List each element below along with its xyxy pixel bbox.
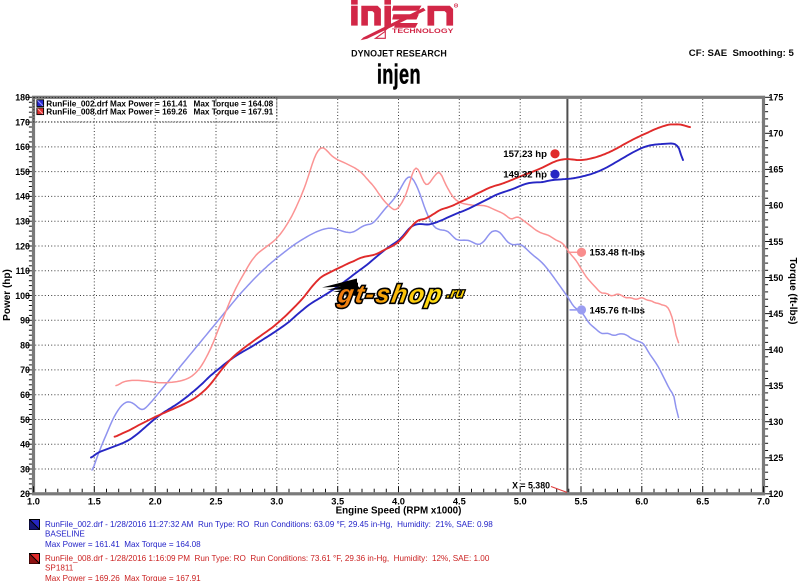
svg-text:157.23 hp: 157.23 hp (503, 149, 547, 160)
svg-text:145: 145 (769, 309, 784, 319)
svg-text:40: 40 (20, 440, 30, 450)
svg-text:3.5: 3.5 (331, 497, 344, 507)
svg-text:150: 150 (15, 167, 30, 177)
svg-text:RunFile_008.drf Max Power = 16: RunFile_008.drf Max Power = 169.26 (46, 108, 187, 117)
svg-text:145.76 ft-lbs: 145.76 ft-lbs (590, 305, 645, 316)
svg-text:BASELINE: BASELINE (45, 530, 85, 539)
svg-text:60: 60 (20, 390, 30, 400)
svg-text:RunFile_002.drf - 1/28/2016 11: RunFile_002.drf - 1/28/2016 11:27:32 AM … (45, 520, 493, 529)
svg-text:125: 125 (769, 453, 784, 463)
svg-text:135: 135 (769, 381, 784, 391)
svg-text:4.0: 4.0 (392, 497, 405, 507)
svg-text:5.0: 5.0 (514, 497, 527, 507)
svg-text:153.48 ft-lbs: 153.48 ft-lbs (590, 248, 645, 259)
svg-text:7.0: 7.0 (757, 497, 770, 507)
svg-text:1.0: 1.0 (27, 497, 40, 507)
svg-text:RunFile_002.drf Max Power = 16: RunFile_002.drf Max Power = 161.41 (46, 100, 187, 109)
svg-text:Max Power = 161.41 Max Torque: Max Power = 161.41 Max Torque = 164.08 (45, 540, 201, 549)
svg-text:170: 170 (769, 129, 784, 139)
svg-text:Max Power = 169.26 Max Torque: Max Power = 169.26 Max Torque = 167.91 (45, 574, 201, 581)
svg-text:2.0: 2.0 (149, 497, 162, 507)
svg-text:160: 160 (769, 201, 784, 211)
svg-text:Max Torque = 164.08: Max Torque = 164.08 (194, 100, 274, 109)
svg-text:155: 155 (769, 237, 784, 247)
svg-text:6.0: 6.0 (635, 497, 648, 507)
svg-text:DYNOJET RESEARCH: DYNOJET RESEARCH (351, 48, 447, 58)
svg-text:30: 30 (20, 464, 30, 474)
svg-text:1.5: 1.5 (88, 497, 101, 507)
svg-text:gt-shop: gt-shop (335, 281, 444, 309)
svg-text:160: 160 (15, 142, 30, 152)
svg-text:SP1811: SP1811 (45, 564, 74, 573)
svg-text:130: 130 (769, 417, 784, 427)
svg-text:140: 140 (769, 345, 784, 355)
svg-text:180: 180 (15, 93, 30, 103)
svg-text:3.0: 3.0 (270, 497, 283, 507)
svg-text:RunFile_008.drf - 1/28/2016 1:: RunFile_008.drf - 1/28/2016 1:16:09 PM R… (45, 554, 490, 563)
svg-text:90: 90 (20, 316, 30, 326)
svg-text:170: 170 (15, 117, 30, 127)
svg-text:130: 130 (15, 217, 30, 227)
svg-text:Max Torque = 167.91: Max Torque = 167.91 (194, 108, 274, 117)
svg-text:140: 140 (15, 192, 30, 202)
svg-text:injen: injen (377, 59, 421, 90)
svg-text:Power (hp): Power (hp) (2, 269, 13, 321)
svg-text:TECHNOLOGY: TECHNOLOGY (392, 28, 454, 35)
svg-text:70: 70 (20, 365, 30, 375)
svg-text:120: 120 (15, 241, 30, 251)
svg-text:80: 80 (20, 340, 30, 350)
svg-text:100: 100 (15, 291, 30, 301)
svg-text:120: 120 (769, 489, 784, 499)
svg-text:5.5: 5.5 (575, 497, 588, 507)
svg-text:.ru: .ru (446, 286, 467, 301)
svg-text:150: 150 (769, 273, 784, 283)
svg-text:50: 50 (20, 415, 30, 425)
svg-text:CF: SAE Smoothing: 5: CF: SAE Smoothing: 5 (689, 48, 795, 59)
svg-text:2.5: 2.5 (210, 497, 223, 507)
svg-text:165: 165 (769, 165, 784, 175)
svg-text:6.5: 6.5 (696, 497, 709, 507)
svg-text:Engine Speed (RPM x1000): Engine Speed (RPM x1000) (336, 505, 462, 516)
svg-text:175: 175 (769, 93, 784, 103)
svg-text:4.5: 4.5 (453, 497, 466, 507)
svg-text:110: 110 (16, 266, 30, 276)
svg-text:Torque (ft-lbs): Torque (ft-lbs) (787, 257, 798, 324)
svg-text:149.32 hp: 149.32 hp (503, 170, 547, 181)
svg-text:X = 5.380: X = 5.380 (512, 481, 550, 491)
svg-text:20: 20 (20, 489, 30, 499)
